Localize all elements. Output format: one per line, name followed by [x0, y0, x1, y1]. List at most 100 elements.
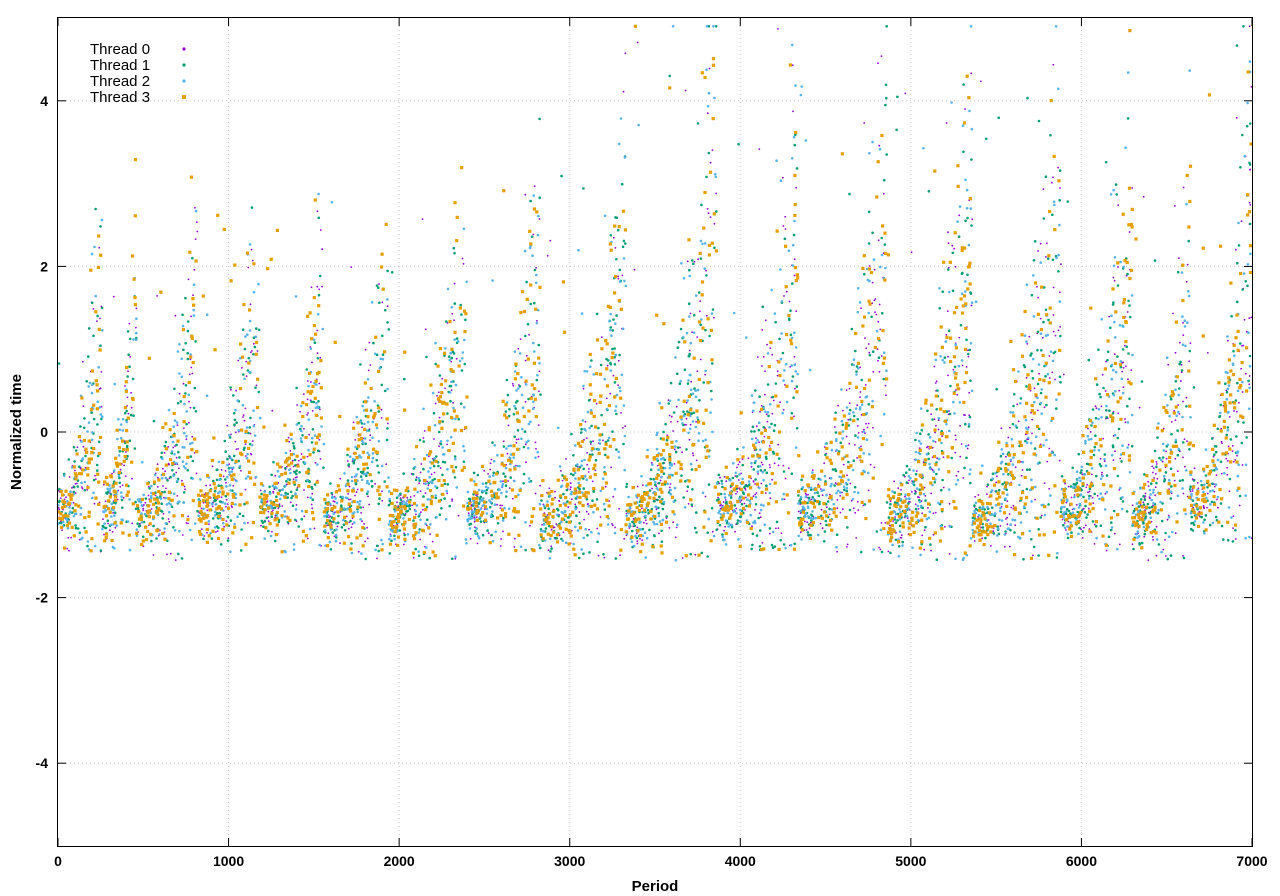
data-point [1059, 381, 1062, 384]
data-point [152, 524, 155, 528]
data-point [246, 475, 250, 478]
data-point [361, 441, 365, 444]
data-point [455, 486, 459, 489]
data-point [100, 405, 103, 408]
data-point [796, 372, 799, 376]
data-point [232, 394, 235, 397]
data-point [981, 537, 983, 540]
data-point [125, 420, 129, 424]
data-point [611, 523, 613, 525]
data-point [538, 218, 541, 220]
data-point [1117, 412, 1120, 415]
data-point [1174, 205, 1176, 207]
data-point [1101, 471, 1103, 474]
data-point [402, 517, 405, 520]
data-point [548, 487, 551, 490]
data-point [1170, 530, 1174, 534]
data-point [1091, 520, 1095, 523]
data-point [942, 486, 945, 489]
data-point [79, 506, 83, 510]
data-point [1109, 326, 1112, 330]
data-point [867, 489, 870, 492]
data-point [1057, 253, 1060, 257]
data-point [768, 426, 771, 429]
data-point [1012, 404, 1015, 408]
data-point [930, 492, 932, 495]
data-point [720, 479, 723, 483]
data-point [74, 492, 77, 494]
data-point [366, 451, 369, 455]
data-point [174, 445, 176, 447]
data-point [833, 468, 837, 471]
data-point [1248, 317, 1251, 320]
data-point [857, 509, 860, 512]
data-point [245, 426, 249, 429]
data-point [989, 522, 992, 525]
data-point [775, 527, 777, 530]
data-point [966, 273, 969, 277]
data-point [339, 477, 342, 480]
data-point [1226, 538, 1230, 542]
data-point [1001, 482, 1004, 486]
data-point [366, 420, 370, 424]
data-point [1174, 457, 1177, 460]
data-point [641, 539, 644, 542]
data-point [724, 501, 728, 505]
data-point [705, 68, 708, 71]
data-point [746, 498, 749, 502]
data-point [352, 487, 355, 490]
data-point [300, 458, 302, 461]
data-point [350, 526, 353, 529]
data-point [1058, 169, 1062, 172]
data-point [116, 437, 119, 441]
data-point [905, 481, 909, 484]
data-point [755, 492, 758, 494]
data-point [330, 200, 334, 204]
data-point [783, 369, 786, 372]
data-point [672, 521, 675, 524]
data-point [588, 551, 591, 554]
data-point [1236, 420, 1240, 423]
data-point [387, 490, 391, 493]
data-point [841, 430, 845, 433]
data-point [232, 485, 235, 487]
data-point [820, 489, 824, 493]
data-point [454, 557, 457, 560]
data-point [618, 268, 622, 272]
data-point [1245, 330, 1248, 333]
data-point [1176, 470, 1179, 473]
data-point [823, 446, 826, 448]
data-point [386, 321, 389, 324]
data-point [1052, 286, 1055, 289]
data-point [505, 447, 508, 450]
data-point [656, 431, 659, 435]
data-point [165, 487, 167, 490]
data-point [255, 384, 258, 387]
data-point [518, 385, 522, 388]
data-point [1110, 377, 1114, 381]
data-point [1075, 504, 1078, 506]
data-point [789, 365, 792, 368]
data-point [1202, 521, 1205, 524]
data-point [745, 504, 748, 508]
data-point [777, 527, 780, 530]
data-point [329, 548, 333, 551]
data-point [483, 469, 486, 472]
data-point [1103, 460, 1106, 463]
data-point [1148, 506, 1151, 510]
data-point [754, 459, 757, 463]
data-point [991, 513, 994, 516]
data-point [884, 83, 888, 87]
data-point [1184, 465, 1186, 468]
data-point [967, 444, 970, 447]
data-point [1137, 535, 1141, 538]
data-point [465, 542, 468, 545]
data-point [561, 539, 565, 543]
data-point [1093, 492, 1096, 496]
data-point [131, 522, 134, 525]
data-point [365, 492, 369, 496]
data-point [733, 504, 737, 507]
data-point [968, 109, 971, 113]
data-point [794, 346, 798, 349]
data-point [1135, 532, 1138, 536]
